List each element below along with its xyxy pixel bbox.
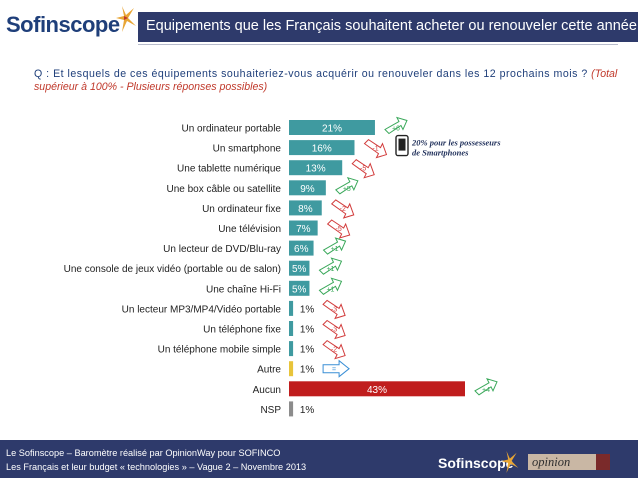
bar: [289, 381, 465, 397]
bar: [289, 180, 326, 196]
change-arrow: [335, 176, 359, 195]
opinionway-logo-accent: [596, 454, 610, 470]
footer-star-icon: [501, 451, 519, 473]
opinionway-logo-text: opinion: [532, 455, 571, 469]
bar: [289, 300, 294, 316]
bar: [289, 361, 294, 377]
category-label: Un smartphone: [213, 144, 282, 155]
change-label: +4: [482, 387, 490, 394]
change-label: -3: [331, 327, 337, 334]
value-label: 1%: [300, 405, 315, 416]
bar: [289, 341, 294, 357]
header: Sofinscope Equipements que les Français …: [0, 0, 638, 54]
change-label: -2: [340, 206, 346, 213]
value-label: 16%: [312, 144, 332, 155]
category-label: Une console de jeux vidéo (portable ou d…: [64, 264, 281, 275]
category-label: Un téléphone fixe: [203, 325, 281, 336]
change-arrow: [322, 299, 346, 320]
value-label: 1%: [300, 325, 315, 336]
title-divider: [138, 44, 618, 45]
change-arrow: [322, 339, 346, 360]
value-label: 6%: [294, 244, 309, 255]
bar: [289, 240, 314, 256]
star-logo-icon: [116, 6, 136, 32]
category-label: Un ordinateur fixe: [202, 204, 281, 215]
bar: [289, 401, 294, 417]
category-label: NSP: [260, 405, 281, 416]
change-label: -1: [372, 146, 378, 153]
change-label: -5: [336, 226, 342, 233]
value-label: 8%: [298, 204, 313, 215]
value-label: 13%: [306, 164, 326, 175]
smartphone-screen-icon: [398, 138, 406, 151]
bar: [289, 321, 294, 336]
footer-sofinscope-logo: Sofinscope: [438, 455, 514, 471]
change-arrow: [326, 219, 351, 239]
category-label: Autre: [257, 365, 281, 376]
question-main: Q : Et lesquels de ces équipements souha…: [34, 68, 588, 80]
change-label: -3: [331, 306, 337, 313]
value-label: 7%: [296, 224, 311, 235]
value-label: 5%: [292, 264, 307, 275]
value-label: 21%: [322, 124, 342, 135]
bar: [289, 160, 343, 176]
change-label: =: [332, 367, 336, 374]
footer-line-2: Les Français et leur budget « technologi…: [6, 462, 307, 472]
footer: Le Sofinscope – Baromètre réalisé par Op…: [0, 440, 638, 478]
bar: [289, 200, 322, 216]
change-arrow: [474, 377, 498, 396]
category-label: Un lecteur de DVD/Blu-ray: [163, 244, 281, 255]
change-label: -2: [331, 347, 337, 354]
category-label: Aucun: [253, 385, 281, 396]
value-label: 5%: [292, 284, 307, 295]
bar: [289, 280, 310, 296]
change-arrow: [322, 319, 346, 340]
page-title: Equipements que les Français souhaitent …: [146, 18, 637, 34]
value-label: 1%: [300, 304, 315, 315]
value-label: 1%: [300, 365, 315, 376]
change-arrow: [351, 159, 375, 179]
change-arrow: [322, 359, 350, 378]
value-label: 43%: [367, 385, 387, 396]
opinionway-logo: opinion: [528, 454, 596, 470]
category-label: Un ordinateur portable: [181, 124, 281, 135]
change-label: +6: [392, 126, 400, 133]
value-label: 9%: [300, 184, 315, 195]
change-arrow: [318, 257, 343, 275]
change-label: -5: [360, 166, 366, 173]
sofinscope-logo: Sofinscope: [6, 12, 120, 37]
question-text: Q : Et lesquels de ces équipements souha…: [34, 68, 624, 94]
change-arrow: [363, 138, 388, 159]
title-band: Equipements que les Français souhaitent …: [138, 12, 638, 42]
bar-chart: Un ordinateur portable 21% +6 Un smartphone…: [64, 116, 501, 417]
value-label: 1%: [300, 345, 315, 356]
change-label: +5: [343, 186, 351, 193]
bar: [289, 220, 318, 236]
question-note: (Total supérieur à 100% - Plusieurs répo…: [34, 68, 618, 93]
change-arrow: [322, 237, 347, 255]
change-arrow: [384, 116, 408, 135]
footer-line-1: Le Sofinscope – Baromètre réalisé par Op…: [6, 448, 281, 458]
category-label: Une box câble ou satellite: [166, 184, 281, 195]
bar: [289, 120, 375, 135]
category-label: Une tablette numérique: [177, 164, 281, 175]
change-label: +1: [326, 266, 334, 273]
smartphone-annotation: 20% pour les possesseurs de Smartphones: [411, 138, 501, 158]
bar: [289, 140, 355, 156]
change-label: +1: [331, 246, 339, 253]
change-arrow: [330, 199, 355, 219]
category-label: Une télévision: [218, 224, 281, 235]
category-label: Un lecteur MP3/MP4/Vidéo portable: [122, 304, 282, 315]
category-label: Une chaîne Hi-Fi: [206, 284, 281, 295]
change-label: +1: [326, 286, 334, 293]
change-arrow: [318, 277, 343, 295]
category-label: Un téléphone mobile simple: [158, 345, 282, 356]
bar: [289, 260, 310, 276]
